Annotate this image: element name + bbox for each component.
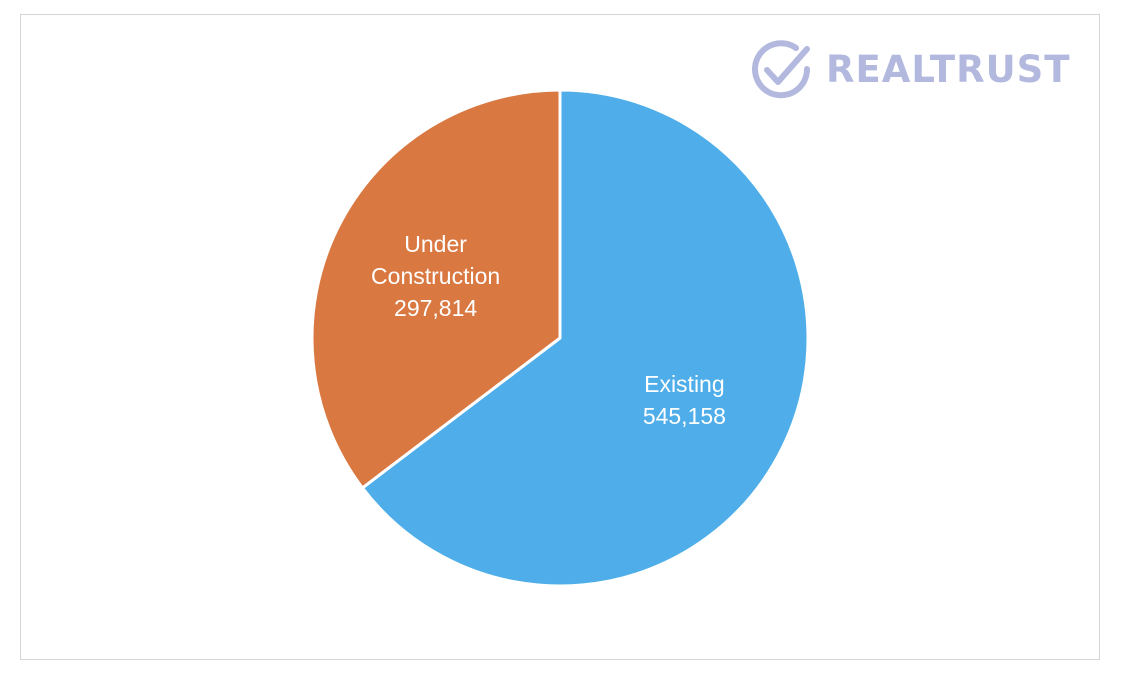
realtrust-logo: REALTRUST xyxy=(748,36,1071,102)
slice-category-label: Construction xyxy=(371,263,500,289)
pie-slice xyxy=(360,88,810,588)
pie-slices xyxy=(310,88,810,588)
slice-category-label: Under xyxy=(404,231,467,257)
slice-value-label: 297,814 xyxy=(394,295,477,321)
logo-text: REALTRUST xyxy=(826,47,1071,91)
slice-data-label: Under Construction 297,814 xyxy=(371,231,500,321)
pie-slice xyxy=(310,88,562,490)
pie-labels: Existing 545,158 Under Construction 297,814 xyxy=(371,231,726,429)
slice-data-label: Existing 545,158 xyxy=(643,371,726,429)
slice-value-label: 545,158 xyxy=(643,403,726,429)
checkmark-circle-icon xyxy=(752,40,811,99)
slice-category-label: Existing xyxy=(644,371,725,397)
